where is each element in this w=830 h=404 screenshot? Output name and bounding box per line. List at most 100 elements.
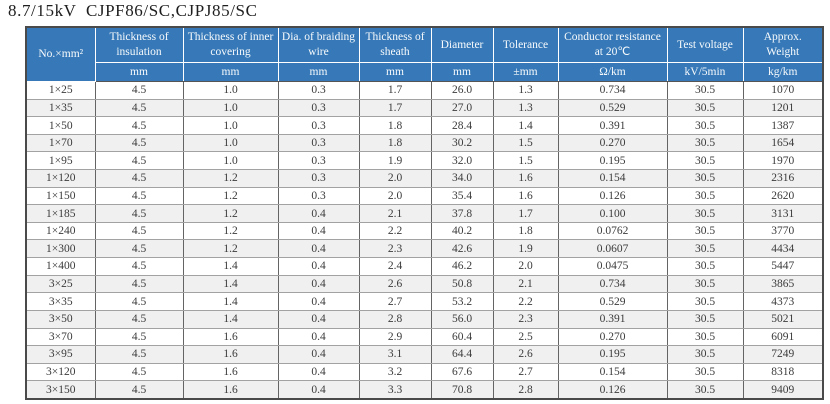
- cell: 2.7: [492, 362, 559, 382]
- table-header: No.×mm² Thickness of insulation Thickness …: [25, 26, 824, 82]
- cell: 8318: [742, 362, 824, 382]
- column-unit: mm: [430, 62, 494, 82]
- cell: 0.529: [557, 292, 668, 311]
- column-unit: Ω/km: [557, 62, 668, 82]
- cell: 1070: [742, 81, 824, 100]
- cell: 0.195: [557, 345, 668, 364]
- cell: 0.4: [277, 327, 360, 347]
- column-header: Dia. of braiding wire: [277, 26, 360, 63]
- cell: 1.2: [182, 186, 279, 206]
- cell: 1.7: [358, 81, 432, 100]
- table-row: 3×150 4.5 1.6 0.4 3.3 70.8 2.8 0.126 30.5 9409: [25, 380, 824, 400]
- cell: 0.154: [557, 169, 668, 188]
- cell: 2.0: [358, 169, 432, 188]
- table-row: 1×240 4.5 1.2 0.4 2.2 40.2 1.8 0.0762 30.5 3770: [25, 221, 824, 241]
- cell: 0.4: [277, 380, 360, 400]
- column-header: Thickness of sheath: [358, 26, 432, 63]
- cell: 0.100: [557, 204, 668, 223]
- cell: 2.1: [358, 204, 432, 223]
- cell: 1.5: [492, 151, 559, 171]
- table-row: 1×25 4.5 1.0 0.3 1.7 26.0 1.3 0.734 30.5 1070: [25, 81, 824, 100]
- cell: 0.4: [277, 257, 360, 276]
- cell: 37.8: [430, 204, 494, 223]
- row-label: 1×25: [25, 81, 96, 100]
- cell: 30.2: [430, 133, 494, 153]
- cell: 0.0762: [557, 221, 668, 241]
- cell: 0.391: [557, 309, 668, 329]
- cell: 1.5: [492, 133, 559, 153]
- table-row: 1×70 4.5 1.0 0.3 1.8 30.2 1.5 0.270 30.5 1654: [25, 133, 824, 153]
- table-row: 3×35 4.5 1.4 0.4 2.7 53.2 2.2 0.529 30.5 4373: [25, 292, 824, 311]
- cell: 1201: [742, 98, 824, 118]
- cell: 4.5: [94, 221, 184, 241]
- cell: 0.4: [277, 204, 360, 223]
- cell: 28.4: [430, 116, 494, 135]
- cable-spec-table: No.×mm² Thickness of insulation Thickness …: [25, 26, 824, 400]
- cell: 0.3: [277, 81, 360, 100]
- cell: 46.2: [430, 257, 494, 276]
- cell: 2.2: [358, 221, 432, 241]
- column-header: Tolerance: [492, 26, 559, 63]
- column-unit: ±mm: [492, 62, 559, 82]
- cell: 0.734: [557, 81, 668, 100]
- table-row: 1×300 4.5 1.2 0.4 2.3 42.6 1.9 0.0607 30.5 4434: [25, 239, 824, 259]
- cell: 30.5: [666, 327, 744, 347]
- cell: 1.6: [492, 186, 559, 206]
- column-header: Conductor resistance at 20℃: [557, 26, 668, 63]
- cell: 0.126: [557, 380, 668, 400]
- cell: 0.3: [277, 151, 360, 171]
- row-label: 1×50: [25, 116, 96, 135]
- cell: 67.6: [430, 362, 494, 382]
- cell: 1.9: [492, 239, 559, 259]
- cell: 1.8: [358, 116, 432, 135]
- cell: 4434: [742, 239, 824, 259]
- cell: 1.0: [182, 81, 279, 100]
- cell: 0.3: [277, 169, 360, 188]
- cell: 4.5: [94, 81, 184, 100]
- cell: 1.0: [182, 133, 279, 153]
- cell: 0.4: [277, 274, 360, 294]
- column-header: No.×mm²: [25, 26, 96, 82]
- cell: 30.5: [666, 345, 744, 364]
- cell: 0.4: [277, 221, 360, 241]
- cell: 2.3: [358, 239, 432, 259]
- cell: 0.4: [277, 239, 360, 259]
- row-label: 3×70: [25, 327, 96, 347]
- column-unit: mm: [94, 62, 184, 82]
- cell: 0.0475: [557, 257, 668, 276]
- cell: 1.6: [182, 327, 279, 347]
- cell: 3770: [742, 221, 824, 241]
- cell: 1.2: [182, 221, 279, 241]
- row-label: 3×120: [25, 362, 96, 382]
- column-unit: mm: [277, 62, 360, 82]
- cell: 2620: [742, 186, 824, 206]
- cell: 0.3: [277, 133, 360, 153]
- cell: 0.4: [277, 345, 360, 364]
- cell: 1.3: [492, 81, 559, 100]
- row-label: 1×240: [25, 221, 96, 241]
- cell: 34.0: [430, 169, 494, 188]
- cell: 30.5: [666, 221, 744, 241]
- row-label: 3×35: [25, 292, 96, 311]
- row-label: 3×150: [25, 380, 96, 400]
- cell: 1.9: [358, 151, 432, 171]
- cell: 1.2: [182, 239, 279, 259]
- cell: 4.5: [94, 309, 184, 329]
- cell: 30.5: [666, 204, 744, 223]
- row-label: 1×95: [25, 151, 96, 171]
- cell: 7249: [742, 345, 824, 364]
- cell: 30.5: [666, 292, 744, 311]
- table-row: 1×95 4.5 1.0 0.3 1.9 32.0 1.5 0.195 30.5 1970: [25, 151, 824, 171]
- cell: 4.5: [94, 151, 184, 171]
- cell: 4373: [742, 292, 824, 311]
- cell: 2.6: [358, 274, 432, 294]
- cell: 1.6: [182, 380, 279, 400]
- cell: 1.8: [492, 221, 559, 241]
- cell: 1.8: [358, 133, 432, 153]
- cell: 4.5: [94, 186, 184, 206]
- cell: 1.0: [182, 151, 279, 171]
- column-unit: mm: [358, 62, 432, 82]
- cell: 30.5: [666, 380, 744, 400]
- cell: 1.7: [358, 98, 432, 118]
- cell: 0.391: [557, 116, 668, 135]
